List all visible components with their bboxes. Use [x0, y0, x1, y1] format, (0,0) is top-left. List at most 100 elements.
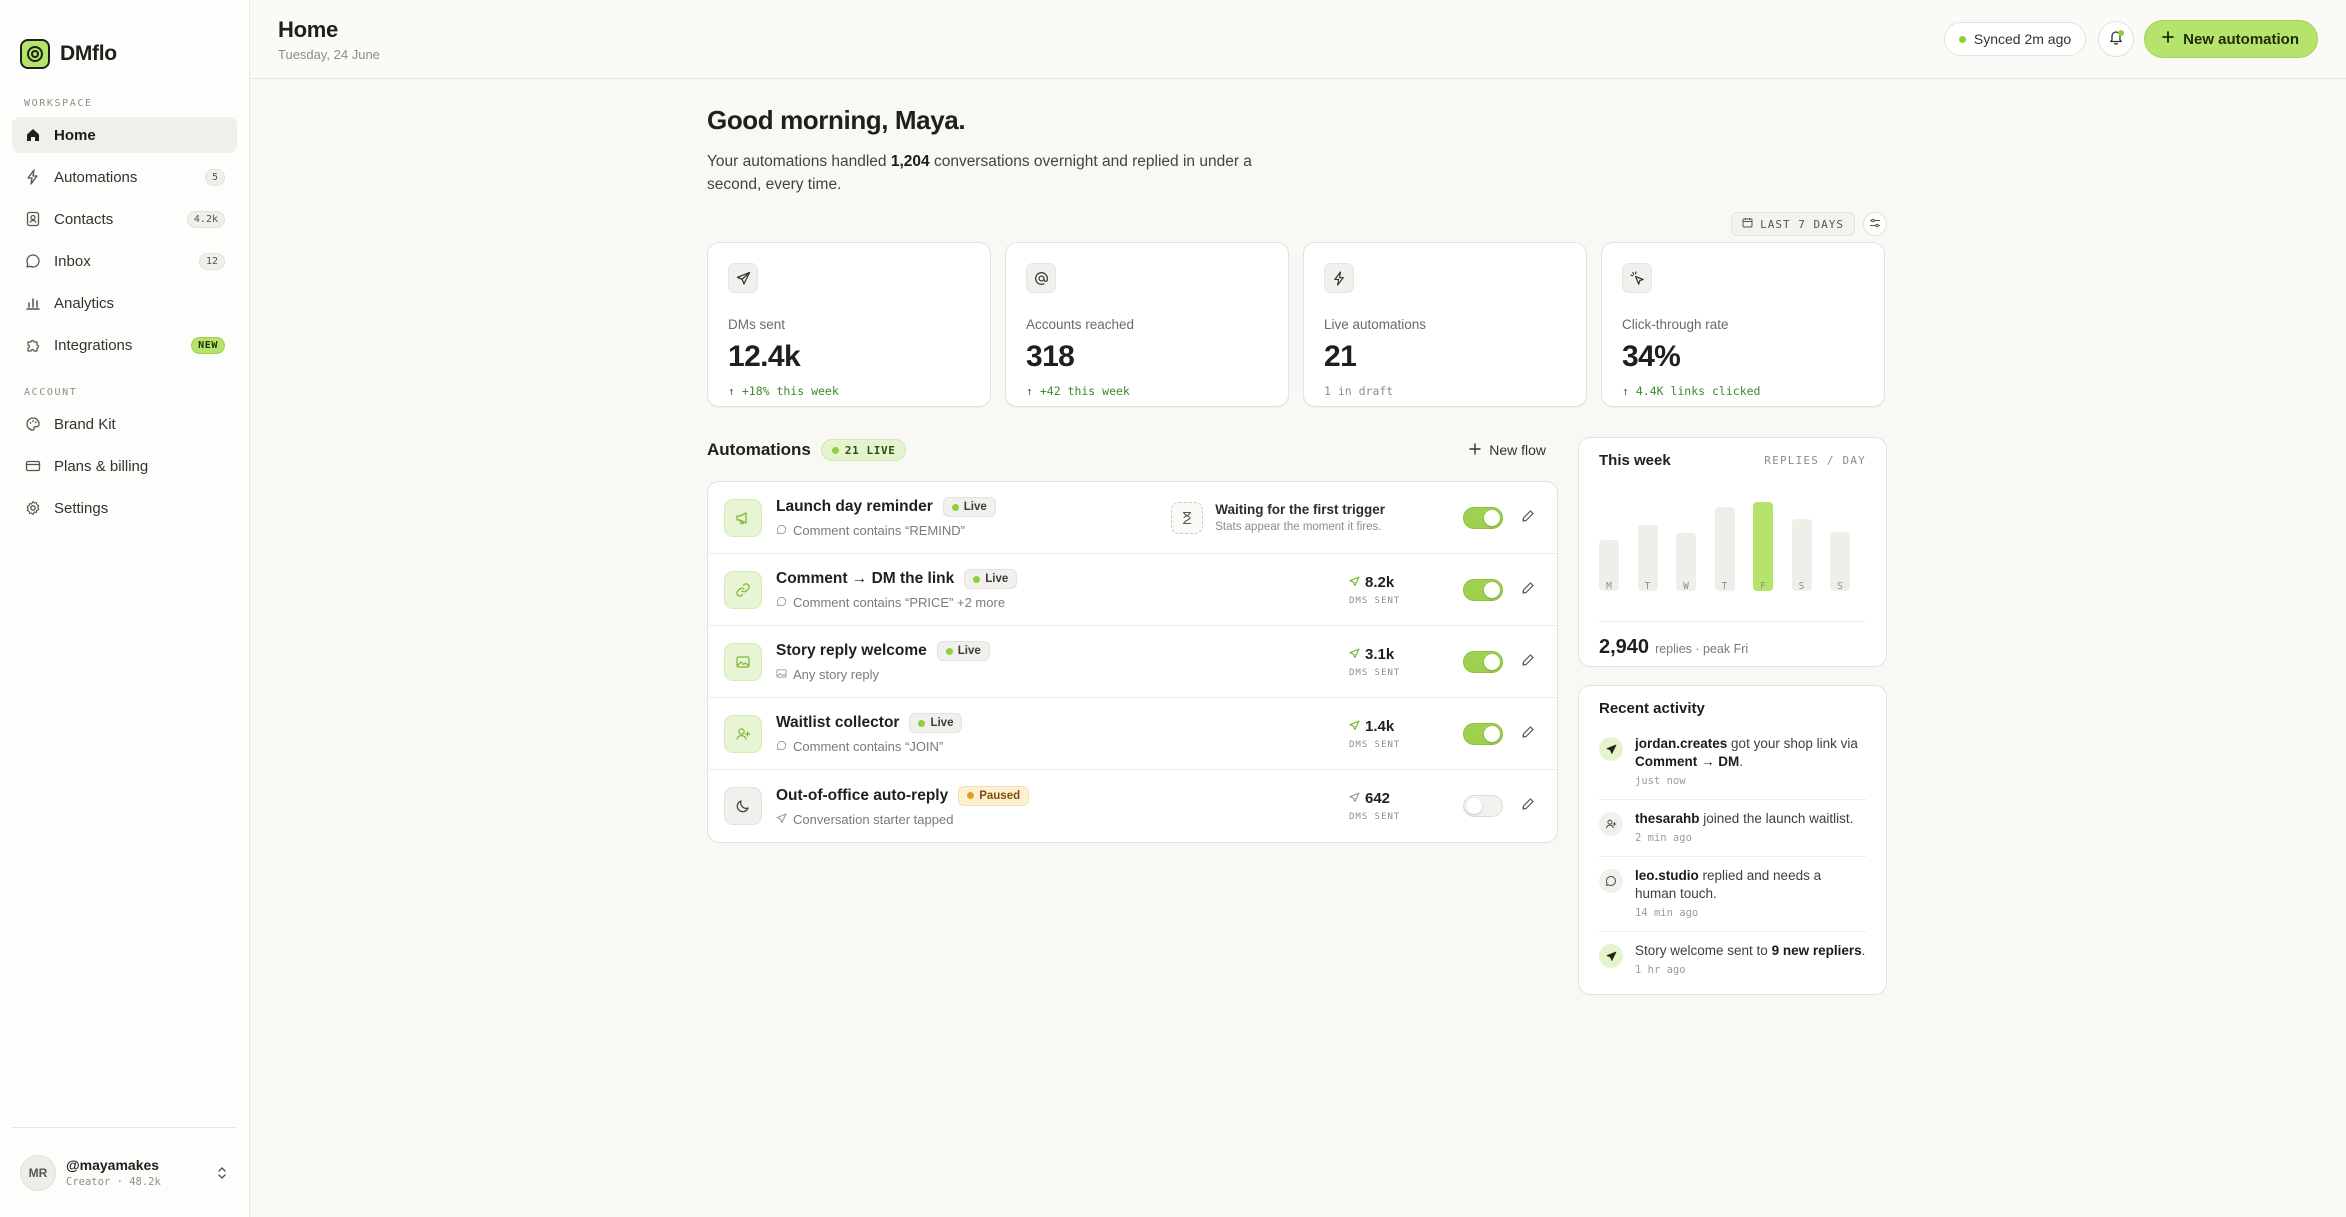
automations-list: Launch day reminder Live Comment contain… — [707, 481, 1558, 843]
activity-time: 1 hr ago — [1635, 964, 1686, 976]
automation-toggle[interactable] — [1463, 722, 1503, 745]
image-icon — [776, 667, 787, 682]
edit-button[interactable] — [1515, 649, 1541, 675]
sidebar-item-settings[interactable]: Settings — [12, 490, 237, 526]
chart-bar[interactable] — [1791, 519, 1812, 591]
chart-bar[interactable] — [1637, 525, 1658, 591]
automation-trigger: Conversation starter tapped — [776, 812, 1349, 827]
stat-delta: 1 in draft — [1324, 384, 1394, 398]
chart-tick-label: M — [1606, 581, 1612, 592]
megaphone-icon — [724, 498, 762, 537]
sidebar-item-integrations[interactable]: Integrations NEW — [12, 327, 237, 363]
comment-icon — [776, 595, 787, 610]
chevron-updown-icon — [215, 1164, 229, 1182]
send-icon — [1349, 574, 1360, 591]
automation-toggle[interactable] — [1463, 795, 1503, 817]
chart-bar[interactable] — [1753, 502, 1773, 591]
filter-button[interactable] — [1863, 212, 1887, 236]
activity-item[interactable]: thesarahb joined the launch waitlist. 2 … — [1599, 800, 1866, 857]
side-panel: This week REPLIES / DAY M T W T F S S 2,940 re… — [1578, 437, 1887, 995]
edit-button[interactable] — [1515, 721, 1541, 747]
automation-row[interactable]: Waitlist collector Live Comment contains… — [708, 698, 1557, 770]
stat-delta: ↑ 4.4K links clicked — [1622, 384, 1761, 398]
chart-bar[interactable] — [1599, 540, 1619, 591]
activity-item[interactable]: Story welcome sent to 9 new repliers. 1 … — [1599, 932, 1866, 988]
date-range-button[interactable]: LAST 7 DAYS — [1731, 212, 1855, 236]
automation-trigger: Comment contains “REMIND” — [776, 523, 1171, 538]
sync-status: Synced 2m ago — [1943, 22, 2087, 56]
automation-info: Waitlist collector Live Comment contains… — [776, 713, 1349, 754]
week-total: 2,940 replies · peak Fri — [1599, 636, 1866, 659]
automation-trigger: Comment contains “PRICE” +2 more — [776, 595, 1349, 610]
new-flow-button[interactable]: New flow — [1469, 442, 1558, 458]
stat-card-live-automations[interactable]: Live automations 21 1 in draft — [1303, 242, 1587, 407]
at-icon — [1026, 263, 1056, 293]
avatar: MR — [20, 1154, 56, 1191]
moon-icon — [724, 787, 762, 825]
nav-badge: 4.2k — [186, 210, 225, 228]
activity-text: thesarahb joined the launch waitlist. — [1635, 811, 1854, 826]
week-unit: REPLIES / DAY — [1764, 454, 1866, 467]
sidebar-item-label: Plans & billing — [54, 457, 149, 475]
image-icon — [724, 642, 762, 681]
stat-value: 318 — [1026, 340, 1075, 373]
page-date: Tuesday, 24 June — [278, 46, 380, 62]
automation-toggle[interactable] — [1463, 650, 1503, 673]
automation-toggle[interactable] — [1463, 506, 1503, 529]
metric-label: DMS SENT — [1349, 739, 1401, 750]
automation-row[interactable]: Launch day reminder Live Comment contain… — [708, 482, 1557, 554]
chart-tick-label: T — [1721, 581, 1728, 592]
sidebar-item-analytics[interactable]: Analytics — [12, 285, 237, 321]
automation-row[interactable]: Out-of-office auto-reply Paused Conversa… — [708, 770, 1557, 842]
dms-sent-metric: 8.2k DMS SENT — [1349, 574, 1409, 606]
chart-bar[interactable] — [1714, 507, 1735, 591]
live-count-badge: 21 LIVE — [820, 439, 907, 461]
chart-bar[interactable] — [1830, 532, 1850, 591]
automation-row[interactable]: Comment → DM the link Live Comment conta… — [708, 554, 1557, 626]
metric-value: 1.4k — [1365, 717, 1395, 735]
brand-name: DMflo — [60, 42, 117, 65]
activity-item[interactable]: leo.studio replied and needs a human tou… — [1599, 857, 1866, 932]
automation-toggle[interactable] — [1463, 578, 1503, 601]
notification-dot-icon — [2118, 30, 2125, 36]
notifications-button[interactable] — [2098, 21, 2135, 57]
stat-label: Accounts reached — [1026, 317, 1135, 332]
lower-section: Automations 21 LIVE New flow — [707, 437, 1887, 995]
calendar-icon — [1742, 217, 1753, 231]
edit-button[interactable] — [1515, 505, 1541, 531]
stat-card-accounts-reached[interactable]: Accounts reached 318 ↑ +42 this week — [1005, 242, 1289, 407]
edit-button[interactable] — [1515, 577, 1541, 603]
new-badge: NEW — [191, 336, 225, 354]
new-automation-button[interactable]: New automation — [2144, 20, 2318, 58]
nav-badge: 5 — [204, 168, 225, 186]
cursor-click-icon — [1622, 263, 1652, 293]
automation-info: Comment → DM the link Live Comment conta… — [776, 569, 1349, 610]
stat-delta: ↑ +42 this week — [1026, 384, 1130, 398]
activity-text: leo.studio replied and needs a human tou… — [1635, 868, 1822, 901]
comment-icon — [776, 523, 787, 538]
sidebar-item-inbox[interactable]: Inbox 12 — [12, 243, 237, 279]
comment-icon — [776, 739, 787, 754]
sidebar-item-contacts[interactable]: Contacts 4.2k — [12, 201, 237, 237]
dashboard-content: Good morning, Maya. Your automations han… — [707, 79, 1887, 995]
stat-card-click-through-rate[interactable]: Click-through rate 34% ↑ 4.4K links clic… — [1601, 242, 1885, 407]
title-block: Home Tuesday, 24 June — [278, 17, 1944, 62]
edit-button[interactable] — [1515, 793, 1541, 819]
sliders-icon — [1869, 216, 1881, 233]
stat-card-dms-sent[interactable]: DMs sent 12.4k ↑ +18% this week — [707, 242, 991, 407]
chart-bar[interactable] — [1676, 533, 1696, 591]
brand[interactable]: DMflo — [0, 0, 249, 80]
automation-trigger: Comment contains “JOIN” — [776, 739, 1349, 754]
sidebar-item-plans-billing[interactable]: Plans & billing — [12, 448, 237, 484]
activity-item[interactable]: jordan.creates got your shop link via Co… — [1599, 725, 1866, 800]
sidebar-item-brand-kit[interactable]: Brand Kit — [12, 406, 237, 442]
sidebar-item-home[interactable]: Home — [12, 117, 237, 153]
automation-row[interactable]: Story reply welcome Live Any story reply… — [708, 626, 1557, 698]
live-dot-icon — [918, 719, 926, 727]
automations-panel: Automations 21 LIVE New flow — [707, 437, 1558, 995]
activity-title: Recent activity — [1599, 700, 1705, 717]
account-switcher[interactable]: MR @mayamakes Creator · 48.2k — [12, 1127, 237, 1217]
automation-info: Story reply welcome Live Any story reply — [776, 641, 1349, 682]
activity-time: 14 min ago — [1635, 907, 1699, 919]
sidebar-item-automations[interactable]: Automations 5 — [12, 159, 237, 195]
